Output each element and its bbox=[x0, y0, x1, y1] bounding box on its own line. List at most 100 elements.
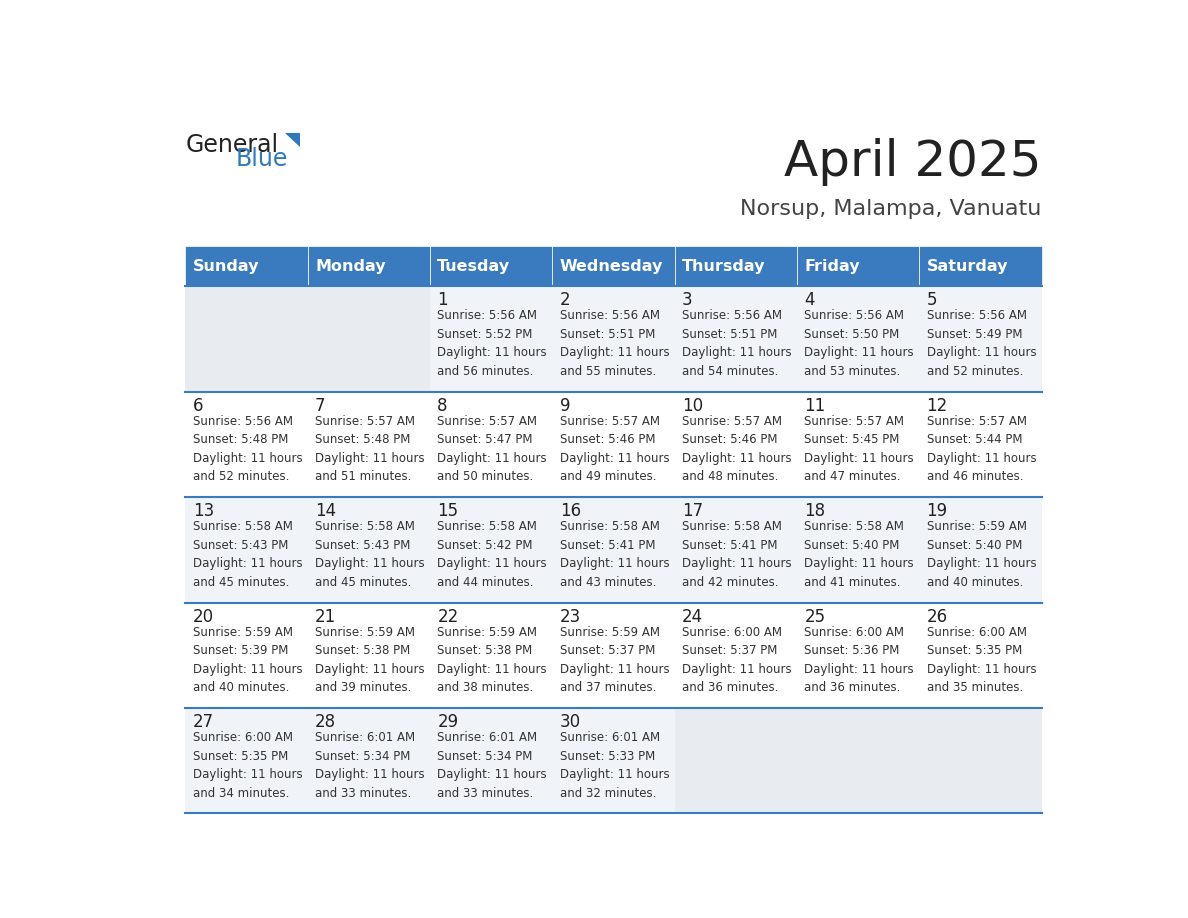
Text: 3: 3 bbox=[682, 291, 693, 309]
Bar bbox=[797, 392, 920, 497]
Text: 25: 25 bbox=[804, 608, 826, 625]
Text: Sunrise: 5:58 AM
Sunset: 5:41 PM
Daylight: 11 hours
and 42 minutes.: Sunrise: 5:58 AM Sunset: 5:41 PM Dayligh… bbox=[682, 521, 791, 589]
Text: Sunrise: 6:01 AM
Sunset: 5:34 PM
Daylight: 11 hours
and 33 minutes.: Sunrise: 6:01 AM Sunset: 5:34 PM Dayligh… bbox=[437, 732, 546, 800]
Bar bbox=[308, 246, 430, 286]
Text: 20: 20 bbox=[192, 608, 214, 625]
Bar bbox=[675, 246, 797, 286]
Text: Blue: Blue bbox=[236, 147, 289, 171]
Text: Sunrise: 6:01 AM
Sunset: 5:34 PM
Daylight: 11 hours
and 33 minutes.: Sunrise: 6:01 AM Sunset: 5:34 PM Dayligh… bbox=[315, 732, 424, 800]
Bar bbox=[920, 392, 1042, 497]
Bar bbox=[308, 708, 430, 813]
Text: 9: 9 bbox=[560, 397, 570, 415]
Text: Sunrise: 5:58 AM
Sunset: 5:40 PM
Daylight: 11 hours
and 41 minutes.: Sunrise: 5:58 AM Sunset: 5:40 PM Dayligh… bbox=[804, 521, 914, 589]
Text: 23: 23 bbox=[560, 608, 581, 625]
Text: Sunrise: 5:56 AM
Sunset: 5:48 PM
Daylight: 11 hours
and 52 minutes.: Sunrise: 5:56 AM Sunset: 5:48 PM Dayligh… bbox=[192, 415, 302, 484]
Text: General: General bbox=[185, 133, 278, 157]
Text: Sunrise: 5:58 AM
Sunset: 5:43 PM
Daylight: 11 hours
and 45 minutes.: Sunrise: 5:58 AM Sunset: 5:43 PM Dayligh… bbox=[192, 521, 302, 589]
Text: Sunrise: 5:57 AM
Sunset: 5:47 PM
Daylight: 11 hours
and 50 minutes.: Sunrise: 5:57 AM Sunset: 5:47 PM Dayligh… bbox=[437, 415, 546, 484]
Text: Sunrise: 5:56 AM
Sunset: 5:51 PM
Daylight: 11 hours
and 55 minutes.: Sunrise: 5:56 AM Sunset: 5:51 PM Dayligh… bbox=[560, 309, 669, 378]
Text: Sunrise: 5:57 AM
Sunset: 5:46 PM
Daylight: 11 hours
and 48 minutes.: Sunrise: 5:57 AM Sunset: 5:46 PM Dayligh… bbox=[682, 415, 791, 484]
Text: Sunrise: 5:57 AM
Sunset: 5:46 PM
Daylight: 11 hours
and 49 minutes.: Sunrise: 5:57 AM Sunset: 5:46 PM Dayligh… bbox=[560, 415, 669, 484]
Bar bbox=[552, 497, 675, 602]
Text: Sunrise: 6:01 AM
Sunset: 5:33 PM
Daylight: 11 hours
and 32 minutes.: Sunrise: 6:01 AM Sunset: 5:33 PM Dayligh… bbox=[560, 732, 669, 800]
Text: Wednesday: Wednesday bbox=[560, 259, 663, 274]
Text: 24: 24 bbox=[682, 608, 703, 625]
Bar bbox=[185, 497, 308, 602]
Bar bbox=[308, 602, 430, 708]
Bar bbox=[185, 708, 308, 813]
Bar bbox=[185, 602, 308, 708]
Text: 13: 13 bbox=[192, 502, 214, 520]
Text: 16: 16 bbox=[560, 502, 581, 520]
Text: Sunrise: 5:57 AM
Sunset: 5:44 PM
Daylight: 11 hours
and 46 minutes.: Sunrise: 5:57 AM Sunset: 5:44 PM Dayligh… bbox=[927, 415, 1036, 484]
Bar bbox=[675, 286, 797, 392]
Text: Sunday: Sunday bbox=[192, 259, 259, 274]
Bar bbox=[308, 286, 430, 392]
Text: Sunrise: 6:00 AM
Sunset: 5:36 PM
Daylight: 11 hours
and 36 minutes.: Sunrise: 6:00 AM Sunset: 5:36 PM Dayligh… bbox=[804, 626, 914, 694]
Text: 22: 22 bbox=[437, 608, 459, 625]
Text: Sunrise: 5:56 AM
Sunset: 5:52 PM
Daylight: 11 hours
and 56 minutes.: Sunrise: 5:56 AM Sunset: 5:52 PM Dayligh… bbox=[437, 309, 546, 378]
Text: 28: 28 bbox=[315, 713, 336, 731]
Text: Sunrise: 5:57 AM
Sunset: 5:48 PM
Daylight: 11 hours
and 51 minutes.: Sunrise: 5:57 AM Sunset: 5:48 PM Dayligh… bbox=[315, 415, 424, 484]
Text: Thursday: Thursday bbox=[682, 259, 765, 274]
Text: 29: 29 bbox=[437, 713, 459, 731]
Bar bbox=[675, 602, 797, 708]
Text: Sunrise: 5:59 AM
Sunset: 5:38 PM
Daylight: 11 hours
and 38 minutes.: Sunrise: 5:59 AM Sunset: 5:38 PM Dayligh… bbox=[437, 626, 546, 694]
Text: 8: 8 bbox=[437, 397, 448, 415]
Bar bbox=[185, 246, 308, 286]
Text: Sunrise: 5:56 AM
Sunset: 5:49 PM
Daylight: 11 hours
and 52 minutes.: Sunrise: 5:56 AM Sunset: 5:49 PM Dayligh… bbox=[927, 309, 1036, 378]
Bar bbox=[430, 246, 552, 286]
Bar bbox=[675, 497, 797, 602]
Bar bbox=[797, 602, 920, 708]
Text: 5: 5 bbox=[927, 291, 937, 309]
Text: 11: 11 bbox=[804, 397, 826, 415]
Text: 19: 19 bbox=[927, 502, 948, 520]
Bar bbox=[552, 286, 675, 392]
Text: Sunrise: 5:56 AM
Sunset: 5:51 PM
Daylight: 11 hours
and 54 minutes.: Sunrise: 5:56 AM Sunset: 5:51 PM Dayligh… bbox=[682, 309, 791, 378]
Text: Sunrise: 6:00 AM
Sunset: 5:35 PM
Daylight: 11 hours
and 35 minutes.: Sunrise: 6:00 AM Sunset: 5:35 PM Dayligh… bbox=[927, 626, 1036, 694]
Bar bbox=[797, 497, 920, 602]
Text: Sunrise: 6:00 AM
Sunset: 5:37 PM
Daylight: 11 hours
and 36 minutes.: Sunrise: 6:00 AM Sunset: 5:37 PM Dayligh… bbox=[682, 626, 791, 694]
Text: 12: 12 bbox=[927, 397, 948, 415]
Text: Sunrise: 5:59 AM
Sunset: 5:39 PM
Daylight: 11 hours
and 40 minutes.: Sunrise: 5:59 AM Sunset: 5:39 PM Dayligh… bbox=[192, 626, 302, 694]
Bar bbox=[920, 286, 1042, 392]
Text: April 2025: April 2025 bbox=[784, 139, 1042, 186]
Text: Sunrise: 5:57 AM
Sunset: 5:45 PM
Daylight: 11 hours
and 47 minutes.: Sunrise: 5:57 AM Sunset: 5:45 PM Dayligh… bbox=[804, 415, 914, 484]
Bar bbox=[552, 708, 675, 813]
Polygon shape bbox=[285, 133, 301, 147]
Text: 14: 14 bbox=[315, 502, 336, 520]
Bar bbox=[185, 392, 308, 497]
Text: Sunrise: 5:59 AM
Sunset: 5:37 PM
Daylight: 11 hours
and 37 minutes.: Sunrise: 5:59 AM Sunset: 5:37 PM Dayligh… bbox=[560, 626, 669, 694]
Bar bbox=[308, 392, 430, 497]
Bar bbox=[675, 392, 797, 497]
Bar bbox=[675, 708, 797, 813]
Bar bbox=[185, 286, 308, 392]
Text: Sunrise: 5:58 AM
Sunset: 5:43 PM
Daylight: 11 hours
and 45 minutes.: Sunrise: 5:58 AM Sunset: 5:43 PM Dayligh… bbox=[315, 521, 424, 589]
Text: 30: 30 bbox=[560, 713, 581, 731]
Bar bbox=[430, 392, 552, 497]
Bar bbox=[920, 246, 1042, 286]
Bar bbox=[430, 286, 552, 392]
Text: Tuesday: Tuesday bbox=[437, 259, 511, 274]
Text: 27: 27 bbox=[192, 713, 214, 731]
Bar bbox=[797, 246, 920, 286]
Text: Sunrise: 6:00 AM
Sunset: 5:35 PM
Daylight: 11 hours
and 34 minutes.: Sunrise: 6:00 AM Sunset: 5:35 PM Dayligh… bbox=[192, 732, 302, 800]
Text: Monday: Monday bbox=[315, 259, 386, 274]
Bar bbox=[430, 602, 552, 708]
Bar bbox=[552, 602, 675, 708]
Bar bbox=[308, 497, 430, 602]
Text: Saturday: Saturday bbox=[927, 259, 1009, 274]
Text: Sunrise: 5:59 AM
Sunset: 5:40 PM
Daylight: 11 hours
and 40 minutes.: Sunrise: 5:59 AM Sunset: 5:40 PM Dayligh… bbox=[927, 521, 1036, 589]
Text: 18: 18 bbox=[804, 502, 826, 520]
Text: Sunrise: 5:58 AM
Sunset: 5:41 PM
Daylight: 11 hours
and 43 minutes.: Sunrise: 5:58 AM Sunset: 5:41 PM Dayligh… bbox=[560, 521, 669, 589]
Bar bbox=[797, 708, 920, 813]
Text: 6: 6 bbox=[192, 397, 203, 415]
Bar bbox=[920, 708, 1042, 813]
Text: 10: 10 bbox=[682, 397, 703, 415]
Bar bbox=[552, 246, 675, 286]
Text: 1: 1 bbox=[437, 291, 448, 309]
Text: 21: 21 bbox=[315, 608, 336, 625]
Text: Sunrise: 5:58 AM
Sunset: 5:42 PM
Daylight: 11 hours
and 44 minutes.: Sunrise: 5:58 AM Sunset: 5:42 PM Dayligh… bbox=[437, 521, 546, 589]
Text: 4: 4 bbox=[804, 291, 815, 309]
Bar bbox=[552, 392, 675, 497]
